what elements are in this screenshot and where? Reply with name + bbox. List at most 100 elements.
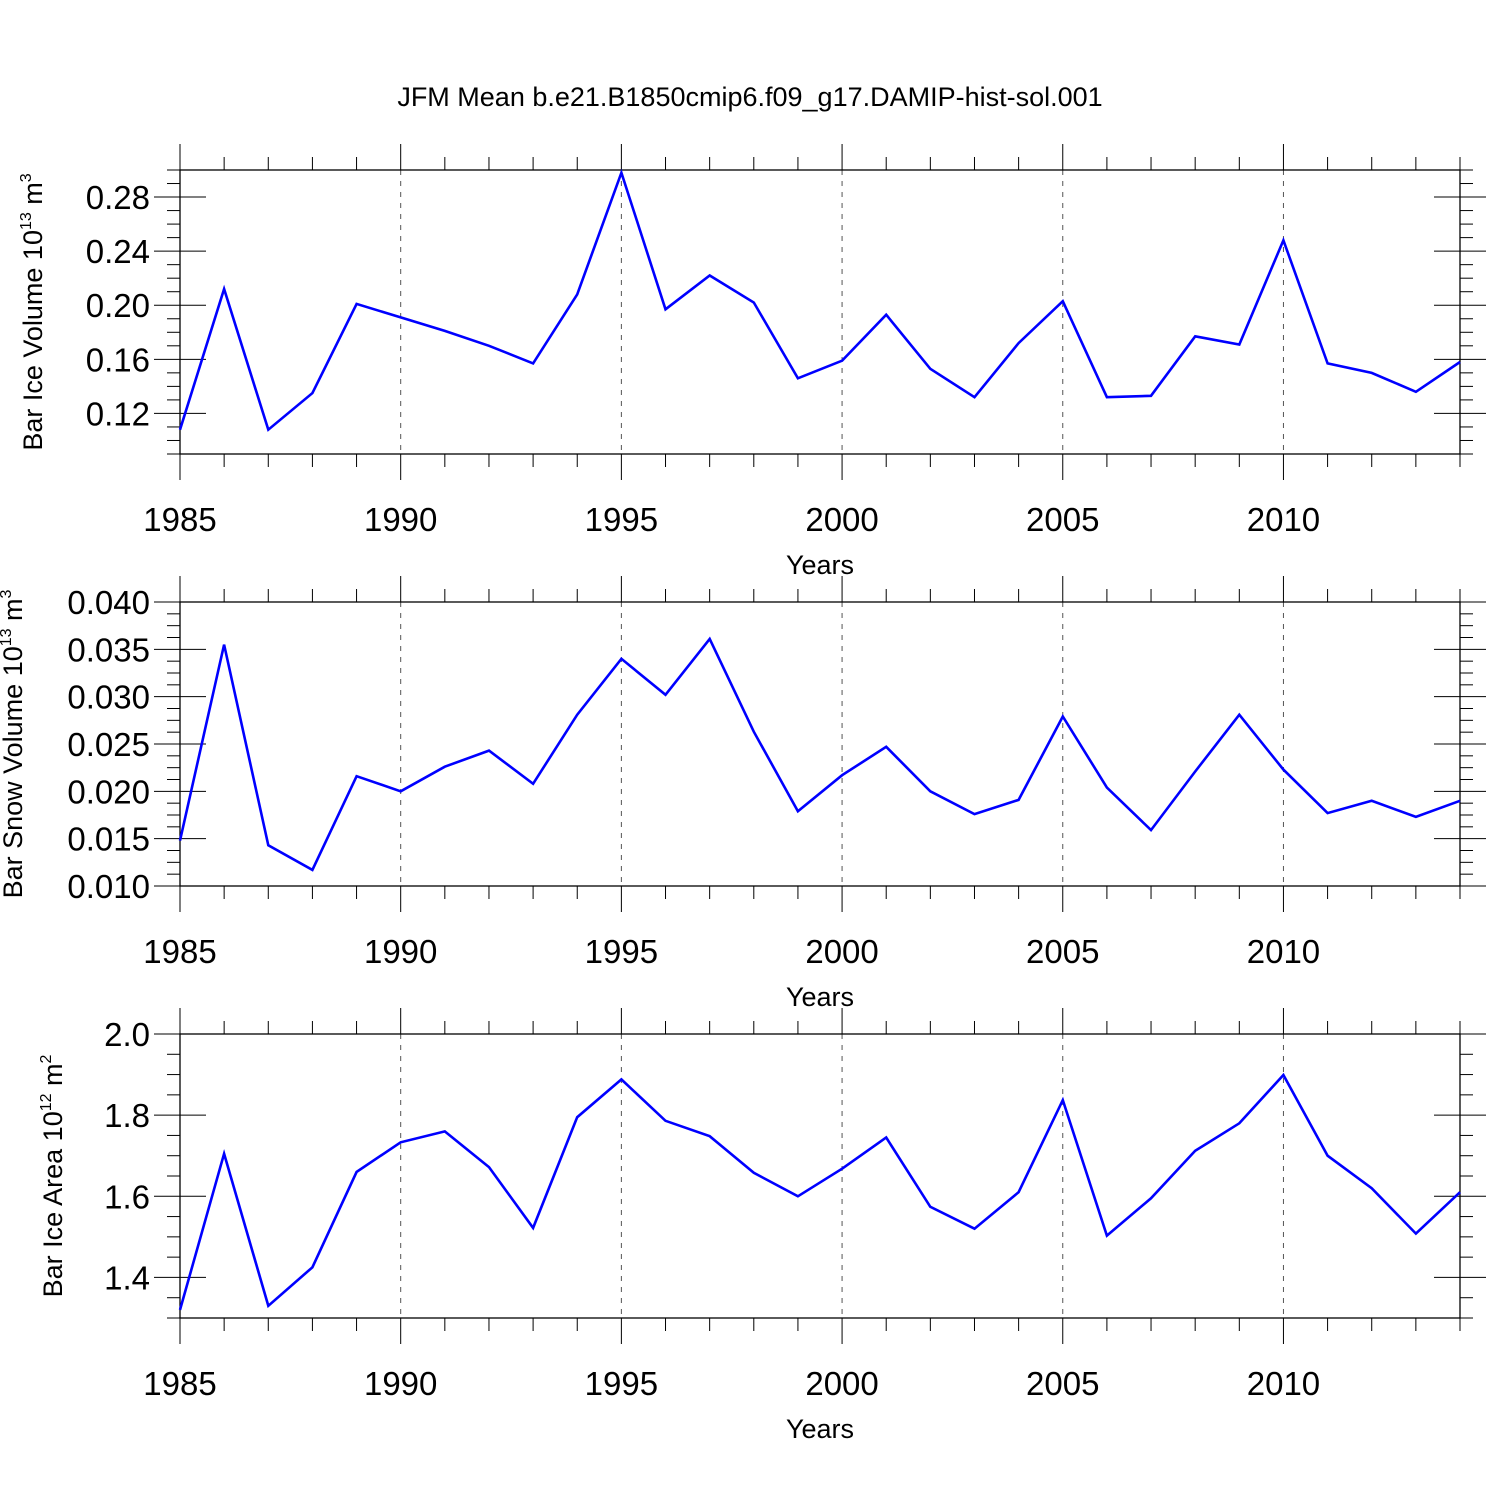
data-point — [575, 292, 579, 296]
y-tick-label: 0.20 — [86, 287, 150, 324]
panel-2: 1985 1990 1995 2000 2005 2010 0.010 0.015 0.020 0… — [0, 576, 1486, 1012]
y-tick-label: 0.28 — [86, 179, 150, 216]
y-tick-label: 1.8 — [104, 1097, 150, 1134]
data-point — [178, 1308, 182, 1312]
data-point — [1105, 395, 1109, 399]
y-axis-title-unit: m — [18, 182, 48, 212]
data-point — [928, 789, 932, 793]
data-point — [1281, 1073, 1285, 1077]
data-point — [1326, 811, 1330, 815]
data-point — [1370, 371, 1374, 375]
data-point — [222, 287, 226, 291]
data-point — [752, 301, 756, 305]
data-point — [884, 745, 888, 749]
data-point — [310, 868, 314, 872]
y-tick-label: 2.0 — [104, 1016, 150, 1053]
x-tick-label: 2000 — [805, 1365, 878, 1402]
data-point — [1193, 769, 1197, 773]
x-tick-label: 2010 — [1247, 1365, 1320, 1402]
data-point — [355, 302, 359, 306]
series-line — [178, 168, 1461, 432]
y-tick-label: 0.020 — [67, 773, 150, 810]
series-line — [178, 1072, 1461, 1311]
data-point — [619, 171, 623, 175]
y-axis-title-exponent: 13 — [0, 628, 15, 646]
data-point — [487, 749, 491, 753]
data-point — [1414, 1232, 1418, 1236]
y-tick-label: 0.010 — [67, 868, 150, 905]
data-point — [1061, 1098, 1065, 1102]
data-point — [1370, 799, 1374, 803]
x-axis-title: Years — [786, 1414, 854, 1444]
chart-title: JFM Mean b.e21.B1850cmip6.f09_g17.DAMIP-… — [397, 82, 1102, 112]
data-point — [1017, 341, 1021, 345]
data-point — [708, 1134, 712, 1138]
data-point — [664, 693, 668, 697]
x-tick-label: 2000 — [805, 501, 878, 538]
x-tick-label: 1985 — [143, 933, 216, 970]
y-axis-title: Bar Snow Volume 1013 m3 — [0, 589, 28, 898]
data-point — [266, 1304, 270, 1308]
y-tick-label: 0.12 — [86, 395, 150, 432]
y-axis-title-unit: m — [38, 1063, 68, 1093]
data-point — [531, 782, 535, 786]
x-tick-label: 2000 — [805, 933, 878, 970]
data-point — [972, 1227, 976, 1231]
data-point — [355, 774, 359, 778]
panel-3: 1985 1990 1995 2000 2005 2010 1.4 1.6 1.8 2.0 Year… — [38, 1008, 1486, 1444]
data-point — [1193, 1149, 1197, 1153]
plot-frame — [179, 601, 1461, 887]
series-line — [178, 636, 1461, 872]
y-tick-label: 1.6 — [104, 1178, 150, 1215]
plot-frame — [179, 169, 1461, 455]
y-axis-title-unit-exponent: 3 — [18, 173, 35, 182]
x-tick-label: 1990 — [364, 1365, 437, 1402]
x-tick-label: 1985 — [143, 1365, 216, 1402]
y-tick-label: 1.4 — [104, 1259, 150, 1296]
data-point — [399, 789, 403, 793]
x-tick-label: 2005 — [1026, 933, 1099, 970]
data-point — [1458, 1190, 1462, 1194]
x-tick-label: 1995 — [585, 1365, 658, 1402]
data-point — [355, 1170, 359, 1174]
data-point — [1017, 1190, 1021, 1194]
data-point — [1149, 394, 1153, 398]
data-point — [884, 1135, 888, 1139]
y-axis-title-unit-exponent: 2 — [38, 1054, 55, 1063]
data-point — [796, 376, 800, 380]
y-tick-label: 0.015 — [67, 821, 150, 858]
data-point — [928, 1205, 932, 1209]
y-tick-label: 0.24 — [86, 233, 150, 270]
data-point — [840, 1167, 844, 1171]
data-point — [1061, 715, 1065, 719]
data-point — [1326, 1154, 1330, 1158]
data-point — [1414, 390, 1418, 394]
data-point — [1458, 799, 1462, 803]
data-point — [1105, 1234, 1109, 1238]
y-axis-title-base: Bar Ice Area 10 — [38, 1111, 68, 1297]
data-point — [443, 1129, 447, 1133]
y-axis-title-unit: m — [0, 598, 28, 628]
data-point — [399, 315, 403, 319]
data-point — [487, 1165, 491, 1169]
data-point — [266, 843, 270, 847]
data-point — [1414, 815, 1418, 819]
y-tick-label: 0.040 — [67, 584, 150, 621]
data-point — [266, 428, 270, 432]
data-point — [664, 307, 668, 311]
y-tick-label: 0.030 — [67, 679, 150, 716]
data-point — [619, 1077, 623, 1081]
data-point — [178, 839, 182, 843]
data-point — [310, 1265, 314, 1269]
x-tick-label: 1995 — [585, 933, 658, 970]
y-axis-title-exponent: 12 — [38, 1093, 55, 1111]
data-point — [796, 809, 800, 813]
x-tick-label: 2010 — [1247, 933, 1320, 970]
data-point — [1370, 1186, 1374, 1190]
data-point — [972, 395, 976, 399]
data-point — [222, 643, 226, 647]
data-point — [487, 344, 491, 348]
x-tick-label: 1995 — [585, 501, 658, 538]
data-point — [531, 361, 535, 365]
data-point — [310, 391, 314, 395]
